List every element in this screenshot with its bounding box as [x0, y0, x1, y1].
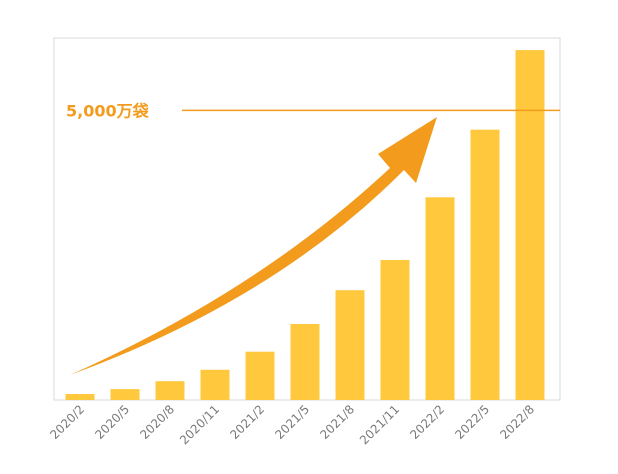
trend-arrow [70, 117, 437, 375]
bar-2021/5 [290, 324, 320, 400]
x-tick-label: 2021/5 [272, 402, 312, 442]
bar-2020/2 [65, 394, 95, 400]
x-tick-label: 2020/5 [92, 402, 132, 442]
x-tick-label: 2021/2 [227, 402, 267, 442]
bars-group [65, 50, 545, 400]
x-tick-label: 2020/8 [137, 402, 177, 442]
bar-2022/2 [425, 197, 455, 400]
bar-2021/2 [245, 351, 275, 400]
bar-2022/8 [515, 50, 545, 400]
x-tick-label: 2022/8 [497, 402, 537, 442]
reference-line-label: 5,000万袋 [66, 101, 150, 120]
x-tick-label: 2020/2 [47, 402, 87, 442]
x-axis-tick-labels: 2020/2 2020/5 2020/8 2020/11 2021/2 2021/5 202… [47, 402, 537, 447]
x-tick-label: 2022/2 [407, 402, 447, 442]
x-tick-label: 2021/8 [317, 402, 357, 442]
x-tick-label: 2022/5 [452, 402, 492, 442]
x-tick-label: 2020/11 [177, 402, 222, 447]
bar-2021/11 [380, 260, 410, 400]
x-tick-label: 2021/11 [357, 402, 402, 447]
bar-2021/8 [335, 290, 365, 400]
bar-2022/5 [470, 129, 500, 400]
bar-2020/8 [155, 381, 185, 400]
bar-2020/5 [110, 389, 140, 400]
bar-2020/11 [200, 369, 230, 400]
